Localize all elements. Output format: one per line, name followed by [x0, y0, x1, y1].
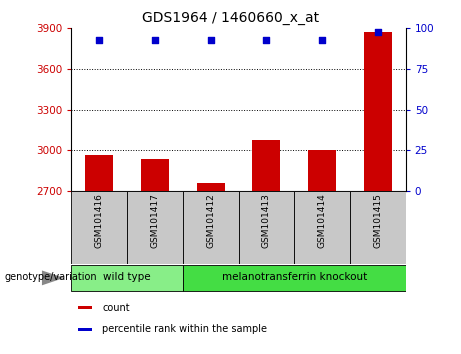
Text: genotype/variation: genotype/variation: [5, 272, 97, 282]
Bar: [197, 183, 225, 191]
Bar: [294, 191, 350, 264]
Text: GSM101413: GSM101413: [262, 193, 271, 248]
Bar: [183, 265, 406, 291]
Point: [207, 37, 214, 42]
Bar: [141, 159, 169, 191]
Text: wild type: wild type: [103, 272, 151, 282]
Text: GSM101416: GSM101416: [95, 193, 104, 248]
Text: count: count: [102, 303, 130, 313]
Text: percentile rank within the sample: percentile rank within the sample: [102, 324, 267, 334]
Bar: [85, 154, 113, 191]
Bar: [71, 265, 183, 291]
Bar: [71, 191, 127, 264]
Bar: [238, 191, 294, 264]
Text: GDS1964 / 1460660_x_at: GDS1964 / 1460660_x_at: [142, 11, 319, 25]
Bar: [308, 150, 336, 191]
Text: GSM101417: GSM101417: [150, 193, 160, 248]
Polygon shape: [42, 270, 64, 285]
Point: [151, 37, 159, 42]
Text: GSM101414: GSM101414: [318, 193, 327, 248]
Point: [319, 37, 326, 42]
Point: [374, 29, 382, 34]
Bar: [78, 328, 92, 331]
Bar: [253, 139, 280, 191]
Bar: [183, 191, 238, 264]
Text: GSM101415: GSM101415: [373, 193, 382, 248]
Bar: [78, 307, 92, 309]
Text: melanotransferrin knockout: melanotransferrin knockout: [222, 272, 367, 282]
Bar: [127, 191, 183, 264]
Bar: [350, 191, 406, 264]
Point: [263, 37, 270, 42]
Bar: [364, 32, 392, 191]
Point: [95, 37, 103, 42]
Text: GSM101412: GSM101412: [206, 193, 215, 248]
